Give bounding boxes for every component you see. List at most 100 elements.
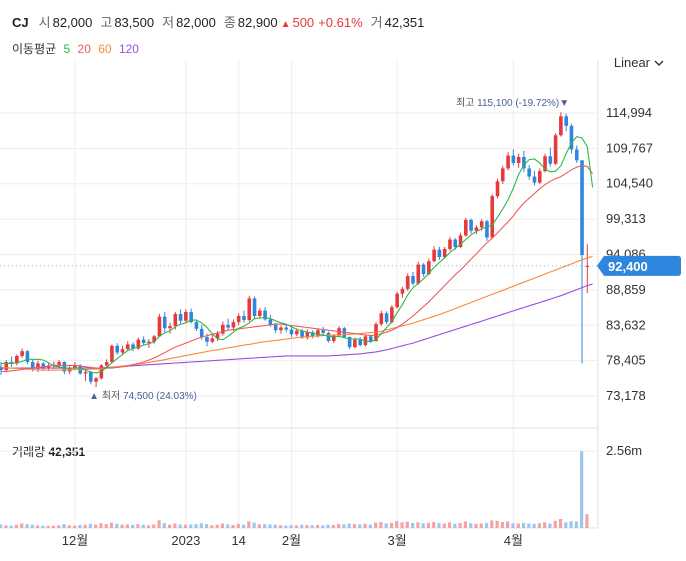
volume-bar	[437, 523, 441, 528]
volume-bar	[141, 524, 145, 528]
high-annotation: 최고 115,100 (-19.72%)▼	[456, 97, 569, 109]
volume-bar	[305, 525, 309, 528]
candle-body	[184, 311, 188, 321]
scale-label: Linear	[613, 55, 650, 70]
volume-bar	[521, 522, 526, 528]
volume-bar	[537, 523, 541, 528]
volume-bar	[131, 525, 135, 528]
volume-bar	[374, 522, 378, 528]
volume-bar	[426, 522, 431, 528]
volume-bar	[347, 523, 351, 528]
candle-body	[405, 276, 410, 289]
volume-bar	[157, 520, 161, 528]
high-label: 고	[100, 15, 113, 30]
volume-bar	[278, 525, 283, 528]
volume-bar	[215, 524, 219, 528]
x-tick-label: 2월	[282, 533, 301, 548]
candle-body	[252, 298, 257, 316]
volume-bar	[241, 524, 246, 528]
volume-bar	[41, 525, 45, 528]
low-annotation: ▲ 최저 74,500 (24.03%)	[89, 390, 197, 402]
volume-bar	[511, 523, 515, 528]
volume-bar	[506, 521, 510, 528]
ma20-line	[1, 165, 594, 373]
volume-bar	[199, 523, 203, 528]
candle-body	[368, 336, 373, 342]
volume-panel-title: 거래량	[12, 445, 46, 459]
chevron-down-icon	[654, 60, 664, 66]
candle-body	[152, 336, 156, 342]
candle-body	[421, 264, 426, 275]
volume-bar	[125, 524, 129, 528]
candle-body	[210, 338, 215, 342]
open-label: 시	[38, 15, 51, 30]
candle-body	[469, 219, 473, 231]
volume-bar	[210, 525, 214, 528]
candle-body	[120, 349, 125, 353]
candle-body	[258, 310, 262, 316]
volume-bar	[479, 523, 483, 528]
candle-body	[247, 298, 252, 321]
change-percent: +0.61%	[318, 15, 363, 30]
volume-bar	[458, 522, 462, 528]
volume-bar	[469, 523, 473, 528]
candle-body	[495, 181, 500, 197]
x-tick-label: 2023	[171, 533, 200, 548]
candle-body	[221, 324, 225, 334]
y-tick-label: 109,767	[606, 140, 653, 155]
volume-bar	[379, 522, 383, 528]
close-label: 종	[223, 15, 236, 30]
y-tick-label: 88,859	[606, 282, 646, 297]
candle-body	[104, 362, 109, 366]
volume-bar	[331, 525, 335, 528]
candle-body	[73, 365, 77, 369]
candle-body	[94, 378, 98, 382]
candle-body	[326, 332, 331, 342]
volume-label: 거	[370, 15, 383, 30]
volume-bar	[474, 523, 478, 528]
volume-bar	[115, 523, 119, 528]
moving-average-lines	[0, 135, 594, 374]
volume-bar	[183, 524, 188, 528]
candle-body	[83, 372, 88, 374]
y-tick-label: 114,994	[606, 105, 652, 120]
candle-body	[453, 239, 458, 247]
candle-body	[242, 316, 246, 321]
candle-body	[300, 330, 304, 338]
volume-bar	[310, 525, 314, 528]
volume-bar	[326, 524, 330, 528]
volume-bar	[410, 522, 415, 528]
candle-body	[9, 362, 14, 364]
x-tick-label: 3월	[388, 533, 407, 548]
volume-bar	[173, 523, 177, 528]
volume-bar	[109, 522, 114, 528]
candle-body	[564, 116, 568, 126]
candle-body	[585, 265, 590, 267]
scale-selector[interactable]: Linear	[614, 55, 664, 70]
volume-bar	[220, 523, 225, 528]
ohlc-header: CJ 시 82,000 고 83,500 저 82,000 종 82,900 ▲…	[12, 12, 432, 31]
volume-bar	[543, 522, 547, 528]
volume-bar	[490, 520, 494, 528]
volume-bar	[500, 522, 504, 528]
candle-body	[88, 372, 93, 382]
volume-bar	[168, 524, 172, 528]
volume-bar	[337, 524, 341, 528]
ma60-legend: 60	[98, 42, 112, 56]
volume-bar	[553, 520, 557, 528]
volume-bar	[51, 525, 56, 528]
volume-bar	[252, 522, 256, 528]
candle-body	[205, 336, 209, 342]
volume-bar	[30, 524, 34, 528]
volume-bar	[9, 525, 13, 528]
volume-bar	[99, 523, 103, 528]
volume-bar	[569, 521, 573, 528]
volume-bar	[574, 521, 578, 528]
candle-body	[448, 239, 452, 249]
axes: 114,994109,767104,54099,31394,08688,8598…	[62, 105, 653, 548]
volume-bar	[152, 524, 156, 528]
current-price-tag	[597, 255, 681, 276]
volume-bar	[46, 525, 50, 528]
open-value: 82,000	[52, 15, 93, 30]
